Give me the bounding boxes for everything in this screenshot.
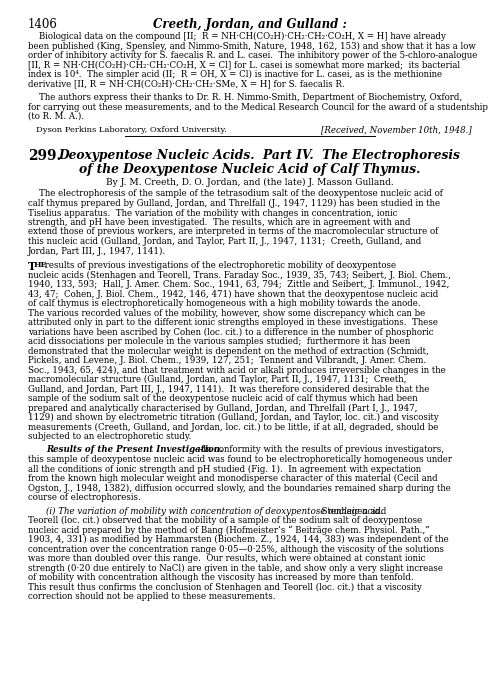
- Text: (i) The variation of mobility with concentration of deoxypentose nucleic acid.: (i) The variation of mobility with conce…: [46, 507, 384, 515]
- Text: Jordan, Part III, J., 1947, 1141).: Jordan, Part III, J., 1947, 1141).: [28, 246, 166, 255]
- Text: Creeth, Jordan, and Gulland :: Creeth, Jordan, and Gulland :: [153, 18, 347, 31]
- Text: Gulland, and Jordan, Part III, J., 1947, 1141).  It was therefore considered des: Gulland, and Jordan, Part III, J., 1947,…: [28, 384, 429, 394]
- Text: attributed only in part to the different ionic strengths employed in these inves: attributed only in part to the different…: [28, 318, 438, 327]
- Text: The authors express their thanks to Dr. R. H. Nimmo-Smith, Department of Biochem: The authors express their thanks to Dr. …: [28, 93, 462, 102]
- Text: nucleic acid prepared by the method of Bang (Hofmeister’s “ Beiträge chem. Physi: nucleic acid prepared by the method of B…: [28, 526, 430, 535]
- Text: demonstrated that the molecular weight is dependent on the method of extraction : demonstrated that the molecular weight i…: [28, 346, 429, 356]
- Text: Biological data on the compound [II;  R = NH·CH(CO₂H)·CH₂·CH₂·CO₂H, X = H] have : Biological data on the compound [II; R =…: [28, 32, 446, 41]
- Text: 43, 47;  Cohen, J. Biol. Chem., 1942, 146, 471) have shown that the deoxypentose: 43, 47; Cohen, J. Biol. Chem., 1942, 146…: [28, 289, 438, 299]
- Text: [Received, November 10th, 1948.]: [Received, November 10th, 1948.]: [321, 126, 472, 134]
- Text: strength, and pH have been investigated.  The results, which are in agreement wi: strength, and pH have been investigated.…: [28, 218, 410, 227]
- Text: macromolecular structure (Gulland, Jordan, and Taylor, Part II, J., 1947, 1131; : macromolecular structure (Gulland, Jorda…: [28, 375, 406, 384]
- Text: of calf thymus is electrophoretically homogeneous with a high mobility towards t: of calf thymus is electrophoretically ho…: [28, 299, 420, 308]
- Text: this sample of deoxypentose nucleic acid was found to be electrophoretically hom: this sample of deoxypentose nucleic acid…: [28, 455, 452, 464]
- Text: all the conditions of ionic strength and pH studied (Fig. 1).  In agreement with: all the conditions of ionic strength and…: [28, 464, 421, 474]
- Text: course of electrophoresis.: course of electrophoresis.: [28, 493, 141, 502]
- Text: strength (0·20 due entirely to NaCl) are given in the table, and show only a ver: strength (0·20 due entirely to NaCl) are…: [28, 564, 443, 572]
- Text: of mobility with concentration although the viscosity has increased by more than: of mobility with concentration although …: [28, 573, 413, 582]
- Text: Pickels, and Levene, J. Biol. Chem., 1939, 127, 251;  Tennent and Vilbrandt, J. : Pickels, and Levene, J. Biol. Chem., 193…: [28, 356, 426, 365]
- Text: from the known high molecular weight and monodisperse character of this material: from the known high molecular weight and…: [28, 474, 438, 483]
- Text: The various recorded values of the mobility, however, show some discrepancy whic: The various recorded values of the mobil…: [28, 308, 425, 318]
- Text: acid dissociations per molecule in the various samples studied;  furthermore it : acid dissociations per molecule in the v…: [28, 337, 410, 346]
- Text: derivative [II, R = NH·CH(CO₂H)·CH₂·CH₂·SMe, X = H] for S. faecalis R.: derivative [II, R = NH·CH(CO₂H)·CH₂·CH₂·…: [28, 79, 345, 88]
- Text: nucleic acids (Stenhagen and Teorell, Trans. Faraday Soc., 1939, 35, 743; Seiber: nucleic acids (Stenhagen and Teorell, Tr…: [28, 270, 451, 280]
- Text: T: T: [28, 261, 36, 272]
- Text: (to R. M. A.).: (to R. M. A.).: [28, 112, 84, 121]
- Text: index is 10⁴.  The simpler acid (II;  R = OH, X = Cl) is inactive for L. casei, : index is 10⁴. The simpler acid (II; R = …: [28, 70, 442, 79]
- Text: subjected to an electrophoretic study.: subjected to an electrophoretic study.: [28, 432, 192, 441]
- Text: [II, R = NH·CH(CO₂H)·CH₂·CH₂·CO₂H, X = Cl] for L. casei is somewhat more marked;: [II, R = NH·CH(CO₂H)·CH₂·CH₂·CO₂H, X = C…: [28, 60, 460, 69]
- Text: Ogston, J., 1948, 1382), diffusion occurred slowly, and the boundaries remained : Ogston, J., 1948, 1382), diffusion occur…: [28, 483, 451, 493]
- Text: variations have been ascribed by Cohen (loc. cit.) to a difference in the number: variations have been ascribed by Cohen (…: [28, 327, 434, 337]
- Text: correction should not be applied to these measurements.: correction should not be applied to thes…: [28, 592, 276, 601]
- Text: sample of the sodium salt of the deoxypentose nucleic acid of calf thymus which : sample of the sodium salt of the deoxype…: [28, 394, 417, 403]
- Text: Soc., 1943, 65, 424), and that treatment with acid or alkali produces irreversib: Soc., 1943, 65, 424), and that treatment…: [28, 365, 446, 375]
- Text: 1129) and shown by electrometric titration (Gulland, Jordan, and Taylor, loc. ci: 1129) and shown by electrometric titrati…: [28, 413, 439, 422]
- Text: Stenhagen and: Stenhagen and: [316, 507, 386, 515]
- Text: of the Deoxypentose Nucleic Acid of Calf Thymus.: of the Deoxypentose Nucleic Acid of Calf…: [80, 164, 420, 177]
- Text: 1940, 133, 593;  Hall, J. Amer. Chem. Soc., 1941, 63, 794;  Zittle and Seibert, : 1940, 133, 593; Hall, J. Amer. Chem. Soc…: [28, 280, 450, 289]
- Text: —In conformity with the results of previous investigators,: —In conformity with the results of previ…: [194, 445, 444, 454]
- Text: this nucleic acid (Gulland, Jordan, and Taylor, Part II, J., 1947, 1131;  Creeth: this nucleic acid (Gulland, Jordan, and …: [28, 237, 421, 246]
- Text: 1903, 4, 331) as modified by Hammarsten (Biochem. Z., 1924, 144, 383) was indepe: 1903, 4, 331) as modified by Hammarsten …: [28, 535, 449, 544]
- Text: extend those of previous workers, are interpreted in terms of the macromolecular: extend those of previous workers, are in…: [28, 227, 438, 236]
- Text: results of previous investigations of the electrophoretic mobility of deoxypento: results of previous investigations of th…: [42, 261, 396, 270]
- Text: prepared and analytically characterised by Gulland, Jordan, and Threlfall (Part : prepared and analytically characterised …: [28, 403, 417, 413]
- Text: Tiselius apparatus.  The variation of the mobility with changes in concentration: Tiselius apparatus. The variation of the…: [28, 208, 398, 217]
- Text: Dyson Perkins Laboratory, Oxford University.: Dyson Perkins Laboratory, Oxford Univers…: [36, 126, 227, 134]
- Text: measurements (Creeth, Gulland, and Jordan, loc. cit.) to be little, if at all, d: measurements (Creeth, Gulland, and Jorda…: [28, 422, 438, 432]
- Text: calf thymus prepared by Gulland, Jordan, and Threlfall (J., 1947, 1129) has been: calf thymus prepared by Gulland, Jordan,…: [28, 199, 440, 208]
- Text: Results of the Present Investigation.: Results of the Present Investigation.: [46, 445, 223, 454]
- Text: Teorell (loc. cit.) observed that the mobility of a sample of the sodium salt of: Teorell (loc. cit.) observed that the mo…: [28, 516, 422, 525]
- Text: HE: HE: [34, 261, 47, 269]
- Text: Deoxypentose Nucleic Acids.  Part IV.  The Electrophoresis: Deoxypentose Nucleic Acids. Part IV. The…: [58, 149, 460, 162]
- Text: The electrophoresis of the sample of the tetrasodium salt of the deoxypentose nu: The electrophoresis of the sample of the…: [28, 189, 443, 198]
- Text: 1406: 1406: [28, 18, 58, 31]
- Text: 299.: 299.: [28, 149, 61, 164]
- Text: been published (King, Spensley, and Nimmo-Smith, Nature, 1948, 162, 153) and sho: been published (King, Spensley, and Nimm…: [28, 41, 476, 51]
- Text: for carrying out these measurements, and to the Medical Research Council for the: for carrying out these measurements, and…: [28, 103, 488, 111]
- Text: order of inhibitory activity for S. faecalis R. and L. casei.  The inhibitory po: order of inhibitory activity for S. faec…: [28, 51, 477, 60]
- Text: was more than doubled over this range.  Our results, which were obtained at cons: was more than doubled over this range. O…: [28, 554, 425, 563]
- Text: By J. M. Creeth, D. O. Jordan, and (the late) J. Masson Gulland.: By J. M. Creeth, D. O. Jordan, and (the …: [106, 177, 394, 187]
- Text: concentration over the concentration range 0·05—0·25%, although the viscosity of: concentration over the concentration ran…: [28, 545, 444, 553]
- Text: This result thus confirms the conclusion of Stenhagen and Teorell (loc. cit.) th: This result thus confirms the conclusion…: [28, 583, 422, 591]
